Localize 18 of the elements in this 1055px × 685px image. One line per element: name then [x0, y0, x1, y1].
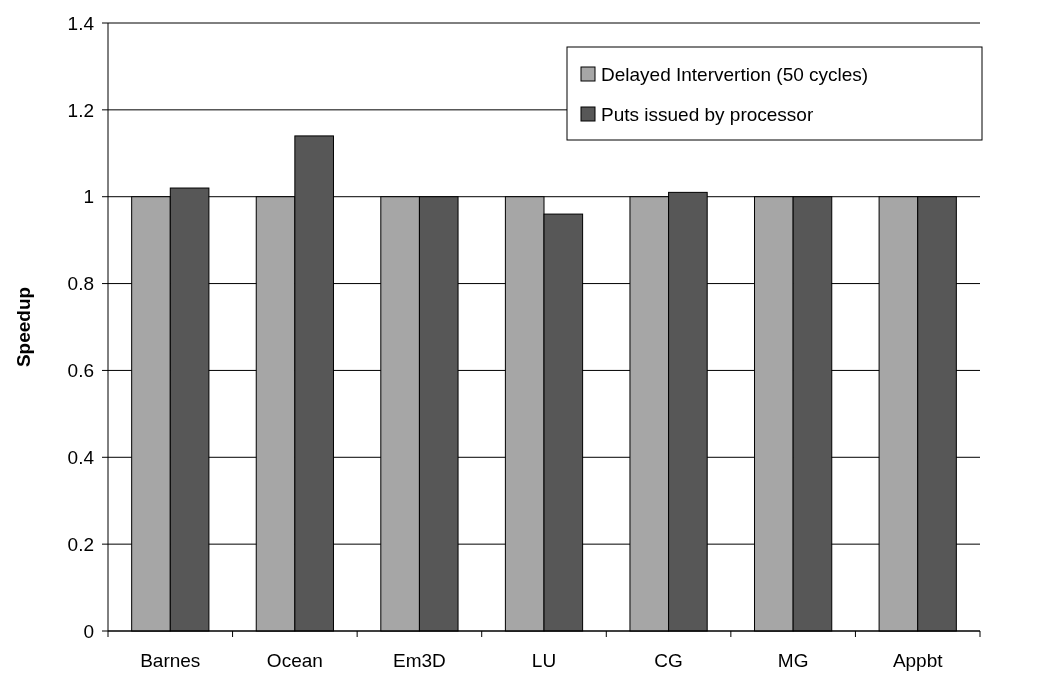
y-tick-label: 0	[83, 620, 94, 642]
y-tick-label: 1.4	[67, 12, 95, 34]
y-tick-label: 1.2	[67, 99, 94, 121]
y-tick-label: 0.8	[67, 273, 94, 295]
x-tick-label: Appbt	[892, 650, 944, 671]
x-tick-label: CG	[654, 650, 683, 671]
legend-label: Puts issued by processor	[601, 103, 814, 125]
x-tick-label: Ocean	[266, 650, 323, 671]
y-tick-label: 1	[83, 186, 94, 208]
legend-label: Delayed Intervertion (50 cycles)	[601, 63, 869, 85]
y-axis-title: Speedup	[13, 286, 34, 368]
x-tick-label: Em3D	[393, 650, 446, 671]
x-tick-label: MG	[777, 650, 809, 671]
y-tick-label: 0.6	[67, 360, 94, 382]
y-tick-label: 0.2	[67, 533, 94, 555]
x-tick-label: LU	[531, 650, 557, 671]
x-tick-label: Barnes	[140, 650, 201, 671]
y-tick-label: 0.4	[67, 446, 95, 468]
